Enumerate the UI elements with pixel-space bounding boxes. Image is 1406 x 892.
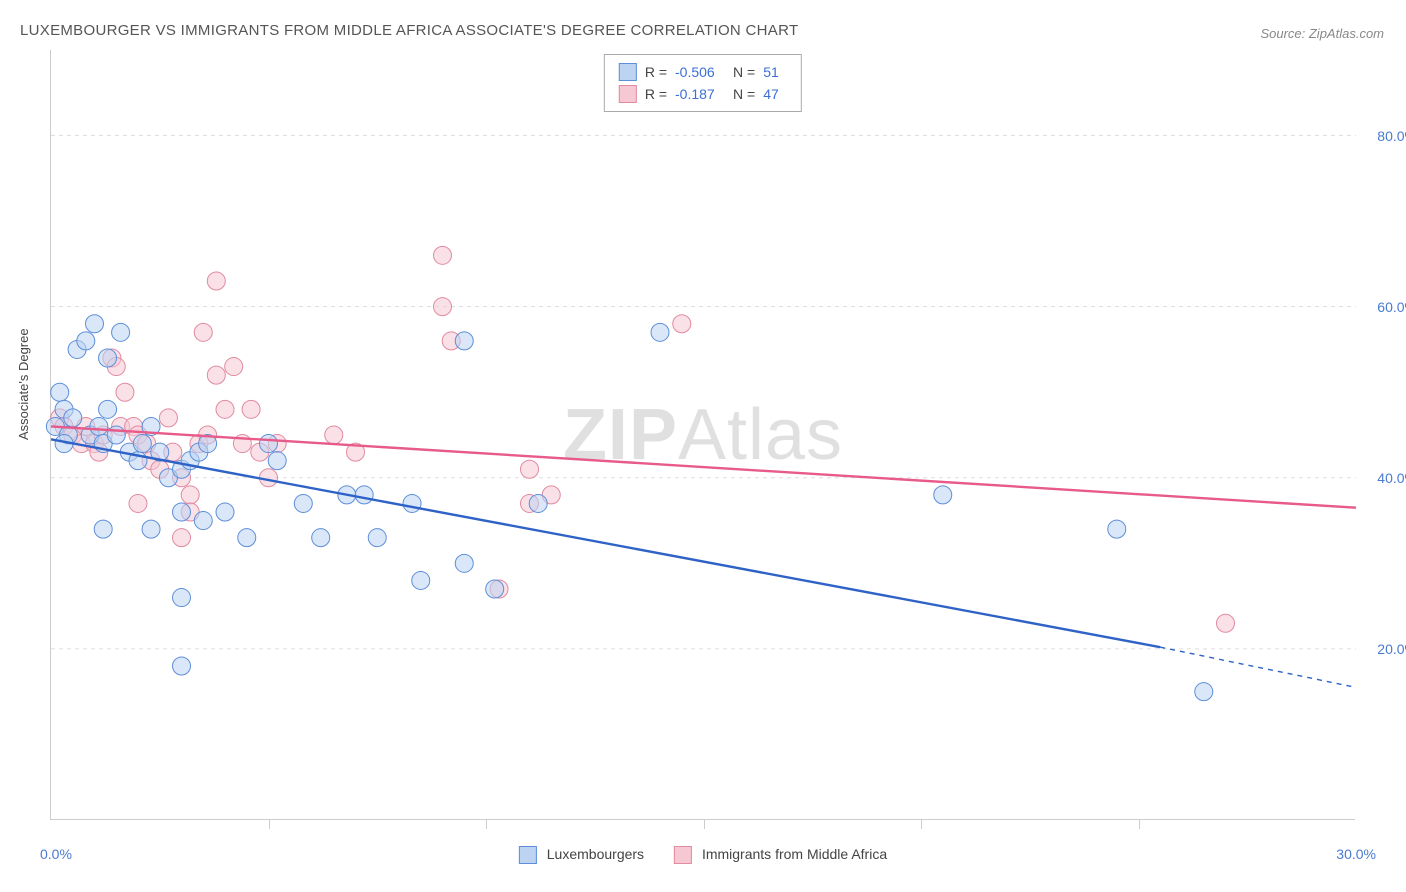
n-value-a: 51	[763, 61, 787, 83]
x-tick	[269, 819, 270, 829]
x-tick	[704, 819, 705, 829]
swatch-b-icon	[619, 85, 637, 103]
source-attribution: Source: ZipAtlas.com	[1260, 26, 1384, 41]
r-value-a: -0.506	[675, 61, 725, 83]
legend-label-a: Luxembourgers	[547, 846, 644, 862]
y-tick-label: 80.0%	[1377, 128, 1406, 144]
x-tick	[1139, 819, 1140, 829]
n-value-b: 47	[763, 83, 787, 105]
x-axis-min-label: 0.0%	[40, 846, 72, 862]
n-label-b: N =	[733, 83, 755, 105]
plot-area: ZIPAtlas R = -0.506 N = 51 R = -0.187 N …	[50, 50, 1355, 820]
y-tick-label: 40.0%	[1377, 470, 1406, 486]
stats-row-a: R = -0.506 N = 51	[619, 61, 787, 83]
legend-item-b: Immigrants from Middle Africa	[674, 846, 887, 864]
y-tick-label: 60.0%	[1377, 299, 1406, 315]
stats-row-b: R = -0.187 N = 47	[619, 83, 787, 105]
n-label-a: N =	[733, 61, 755, 83]
legend-label-b: Immigrants from Middle Africa	[702, 846, 887, 862]
legend-swatch-a-icon	[519, 846, 537, 864]
r-value-b: -0.187	[675, 83, 725, 105]
plot-svg	[51, 50, 1355, 819]
stats-legend: R = -0.506 N = 51 R = -0.187 N = 47	[604, 54, 802, 112]
y-axis-label: Associate's Degree	[16, 328, 31, 440]
legend-item-a: Luxembourgers	[519, 846, 644, 864]
r-label-a: R =	[645, 61, 667, 83]
chart-container: LUXEMBOURGER VS IMMIGRANTS FROM MIDDLE A…	[0, 0, 1406, 892]
x-tick	[921, 819, 922, 829]
legend-swatch-b-icon	[674, 846, 692, 864]
y-tick-label: 20.0%	[1377, 641, 1406, 657]
bottom-legend: Luxembourgers Immigrants from Middle Afr…	[519, 846, 887, 864]
swatch-a-icon	[619, 63, 637, 81]
r-label-b: R =	[645, 83, 667, 105]
x-tick	[486, 819, 487, 829]
chart-title: LUXEMBOURGER VS IMMIGRANTS FROM MIDDLE A…	[20, 22, 798, 39]
x-axis-max-label: 30.0%	[1336, 846, 1376, 862]
